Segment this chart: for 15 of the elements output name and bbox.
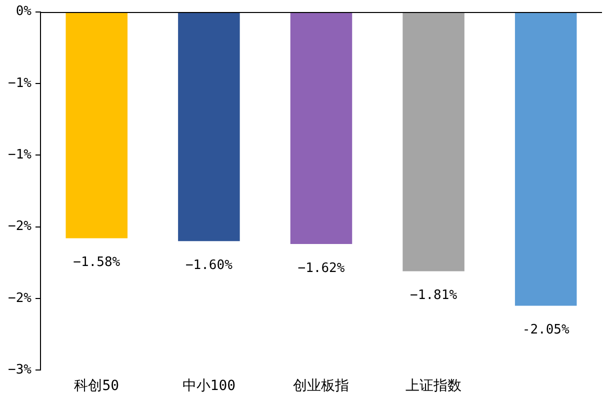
y-tick-label: −2% [8,219,32,234]
y-tick-label: −1% [8,76,32,91]
y-tick-label: −2% [8,290,32,306]
y-tick-label: 0% [16,4,32,20]
data-label: -2.05% [522,322,570,338]
data-label: −1.58% [73,255,120,270]
x-tick-label: 中小100 [182,378,236,394]
data-label: −1.81% [410,288,458,304]
y-tick-label: −3% [8,362,32,378]
x-tick-label: 上证指数 [406,378,462,394]
data-label: −1.62% [298,260,345,276]
x-tick-label: 科创50 [74,378,120,394]
x-tick-label: 创业板指 [293,378,350,394]
y-tick-label: −1% [8,148,32,163]
data-label: −1.60% [185,258,233,274]
